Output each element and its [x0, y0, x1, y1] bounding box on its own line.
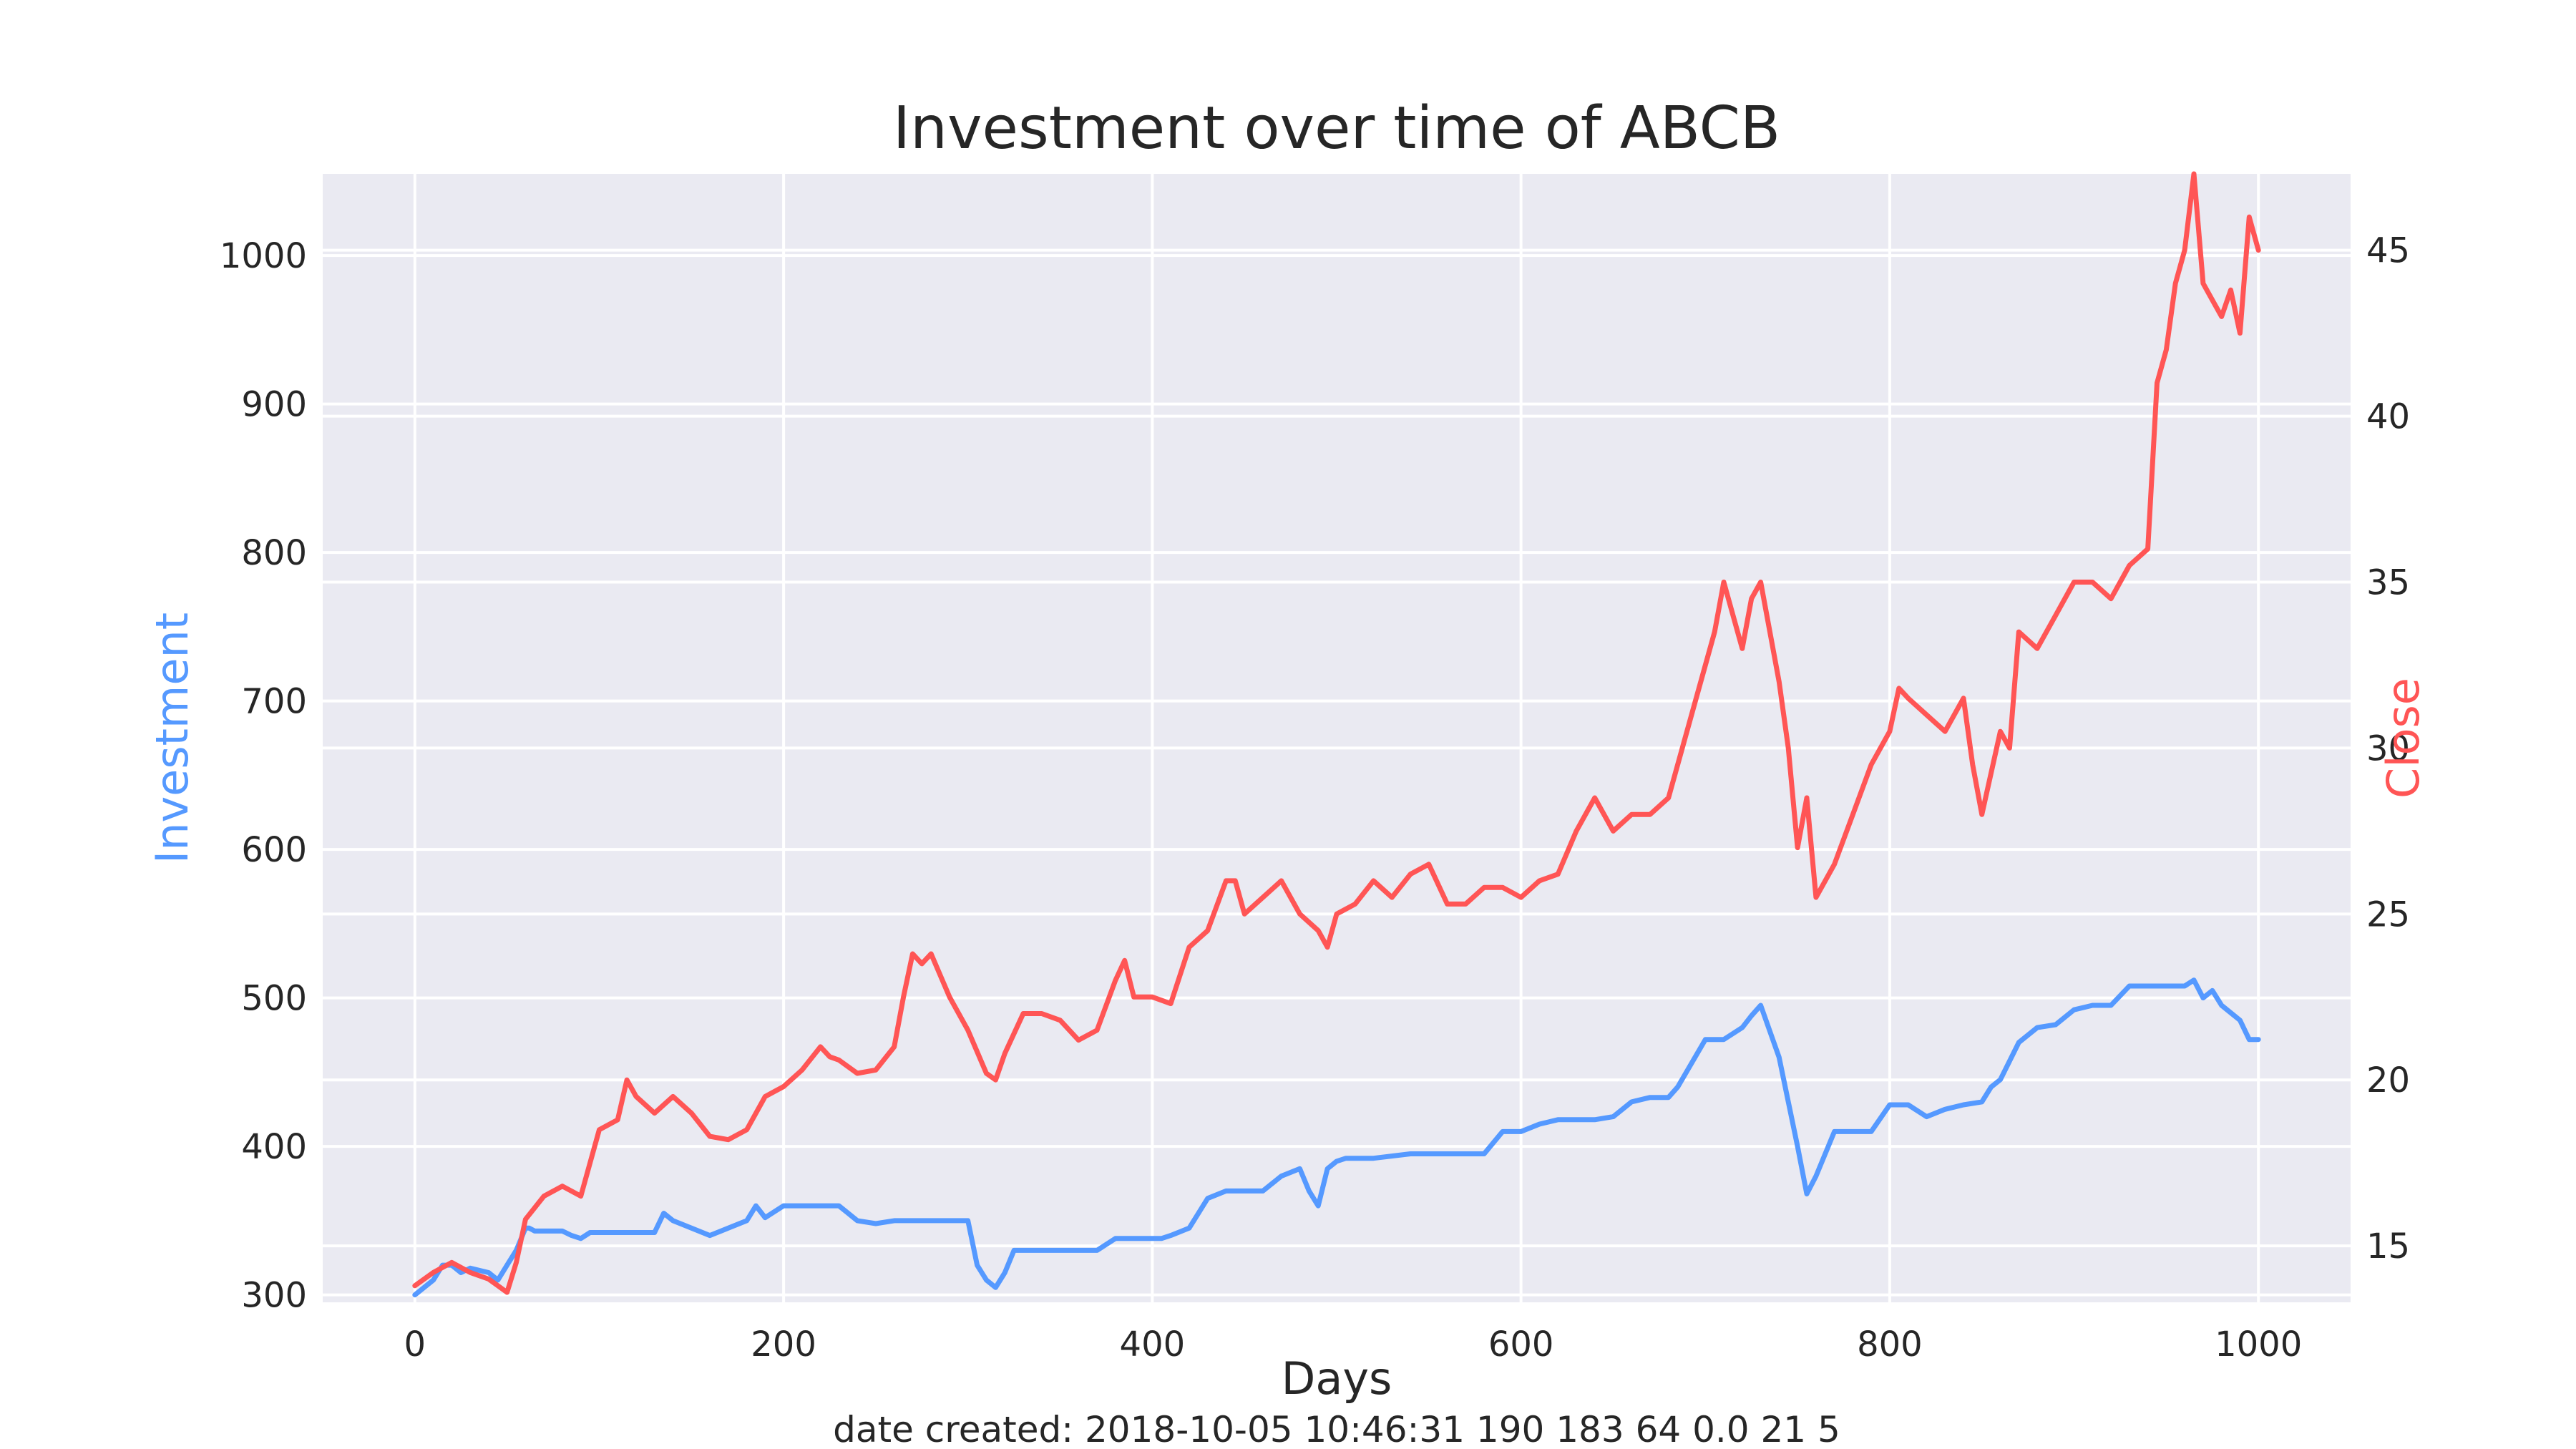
left-y-tick-label: 900 — [241, 385, 307, 425]
close-series-line — [412, 171, 2261, 1295]
right-y-tick-label: 20 — [2366, 1060, 2410, 1101]
right-y-tick-label: 40 — [2366, 397, 2410, 437]
x-tick-label: 1000 — [2215, 1324, 2302, 1365]
left-y-tick-label: 300 — [241, 1276, 307, 1316]
right-y-tick-label: 45 — [2366, 231, 2410, 271]
left-y-axis-ticks: 300 400 500 600 700 800 900 1000 — [220, 236, 307, 1316]
right-y-tick-label: 25 — [2366, 894, 2410, 935]
left-y-axis-label: Investment — [146, 613, 198, 864]
chart-title: Investment over time of ABCB — [893, 94, 1780, 162]
left-y-tick-label: 600 — [241, 830, 307, 870]
plot-area — [323, 174, 2351, 1302]
left-y-tick-label: 700 — [241, 682, 307, 722]
right-y-tick-label: 35 — [2366, 563, 2410, 603]
x-tick-label: 0 — [404, 1324, 426, 1365]
x-tick-label: 400 — [1120, 1324, 1186, 1365]
x-tick-label: 800 — [1857, 1324, 1923, 1365]
left-axis-gridlines — [323, 254, 2351, 1297]
x-axis-label: Days — [1282, 1352, 1392, 1405]
left-y-tick-label: 400 — [241, 1127, 307, 1167]
right-y-tick-label: 30 — [2366, 728, 2410, 769]
investment-series-line — [412, 977, 2261, 1298]
x-tick-label: 200 — [751, 1324, 816, 1365]
left-y-tick-label: 500 — [241, 979, 307, 1019]
x-axis-ticks: 0 200 400 600 800 1000 — [404, 1324, 2303, 1365]
footer-caption: date created: 2018-10-05 10:46:31 190 18… — [833, 1409, 1840, 1449]
right-y-tick-label: 15 — [2366, 1226, 2410, 1267]
right-y-axis-ticks: 15 20 25 30 35 40 45 — [2366, 231, 2410, 1267]
left-y-tick-label: 1000 — [220, 236, 307, 276]
x-tick-label: 600 — [1488, 1324, 1554, 1365]
left-y-tick-label: 800 — [241, 533, 307, 573]
right-y-axis-label: Close — [2377, 678, 2429, 799]
vertical-gridlines — [413, 174, 2260, 1302]
series-lines — [412, 171, 2261, 1298]
